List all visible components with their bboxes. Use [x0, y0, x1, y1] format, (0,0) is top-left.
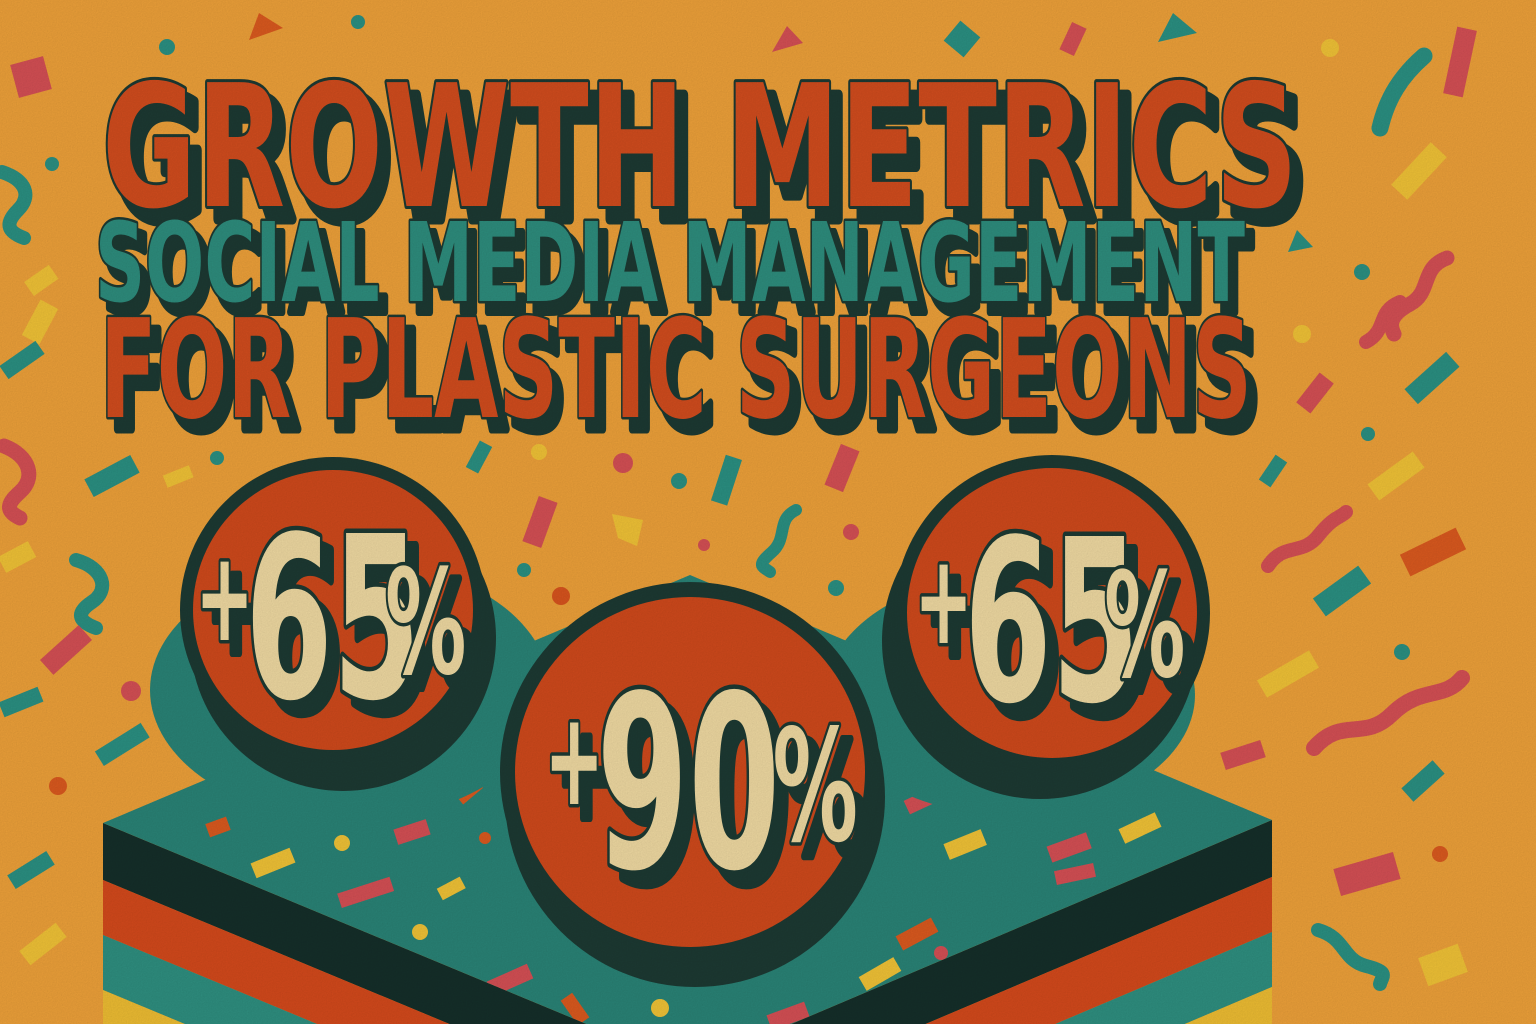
poster-art: GROWTH METRICS GROWTH METRICS SOCIAL MED… [0, 0, 1536, 1024]
poster: GROWTH METRICS GROWTH METRICS SOCIAL MED… [0, 0, 1536, 1024]
grain-overlay [0, 0, 1536, 1024]
